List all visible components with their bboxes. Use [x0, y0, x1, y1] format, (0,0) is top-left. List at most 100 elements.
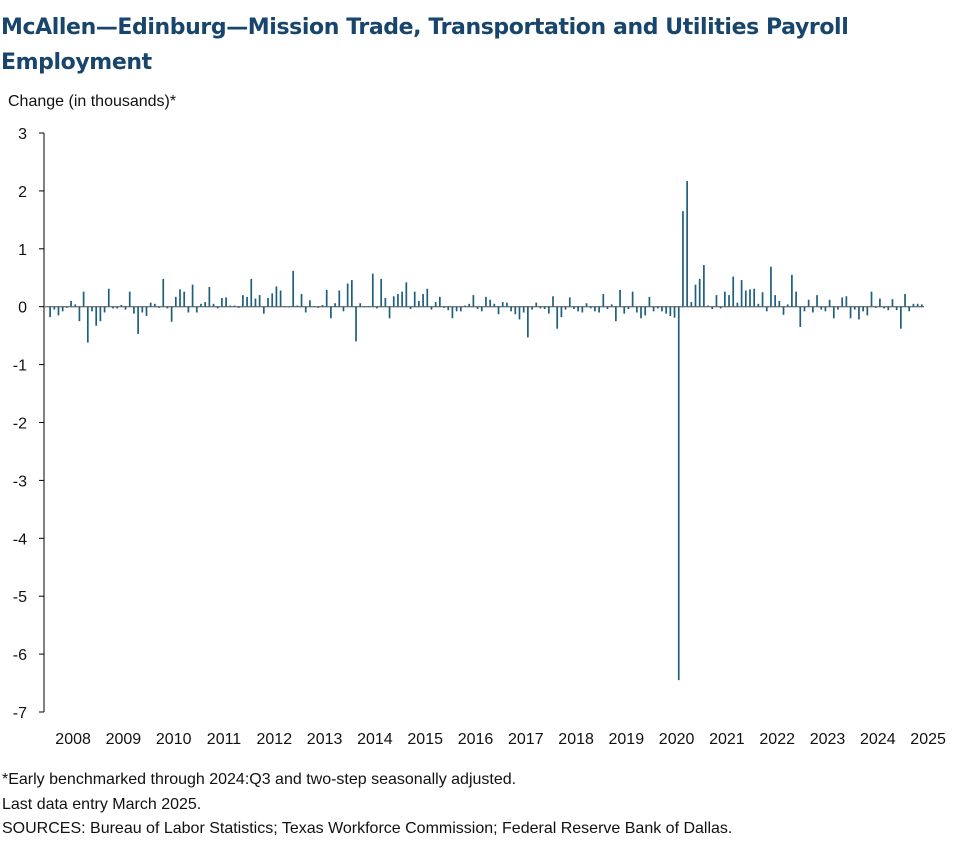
bar [774, 295, 776, 307]
x-tick-label: 2021 [709, 731, 745, 748]
bar [832, 306, 835, 319]
x-tick-label: 2017 [508, 731, 544, 748]
bar [883, 306, 885, 309]
bar [53, 306, 56, 310]
bar [103, 306, 106, 313]
bar [849, 306, 852, 319]
y-tick-label: -7 [13, 705, 27, 722]
bar [673, 306, 676, 318]
bar [292, 270, 295, 307]
bar [162, 278, 165, 307]
y-tick-label: 3 [18, 126, 27, 143]
bar [510, 306, 512, 312]
bar [242, 295, 244, 307]
bar [577, 306, 579, 312]
bar [254, 298, 257, 307]
bar [405, 282, 408, 307]
bar [70, 300, 72, 307]
bar [552, 296, 554, 307]
bar [221, 298, 223, 307]
bar [371, 273, 374, 307]
bar [690, 302, 693, 307]
bar [346, 283, 349, 307]
bar [795, 291, 797, 307]
y-axis-ticks: 3 2 1 0 -1 -2 -3 -4 -5 -6 -7 [13, 126, 44, 722]
x-tick-label: 2024 [860, 731, 896, 748]
bar [791, 274, 793, 307]
bar [799, 306, 802, 327]
bar [858, 306, 860, 320]
x-tick-label: 2020 [659, 731, 695, 748]
bar [342, 306, 345, 312]
bar [313, 306, 315, 307]
bar [195, 306, 198, 313]
bar [497, 306, 500, 315]
bar [853, 306, 856, 310]
bar [874, 306, 877, 308]
bar [518, 306, 521, 320]
bar [606, 306, 609, 310]
bar [355, 306, 357, 342]
bar [656, 306, 659, 309]
bar [78, 306, 81, 322]
bar [183, 291, 186, 307]
bar [803, 306, 806, 312]
bar [506, 302, 508, 307]
bar [61, 306, 64, 312]
bar [891, 299, 894, 307]
bar [141, 306, 144, 313]
bar [426, 288, 429, 307]
y-tick-label: 2 [18, 184, 27, 201]
bar [728, 295, 730, 307]
bar [556, 306, 559, 329]
bar [91, 306, 93, 312]
bar [866, 306, 869, 316]
bar [250, 278, 253, 307]
bar [418, 300, 420, 307]
bar [539, 306, 542, 309]
bar [229, 305, 232, 307]
bar [916, 303, 919, 307]
footnote-sources: SOURCES: Bureau of Labor Statistics; Tex… [2, 820, 733, 837]
bar [644, 306, 647, 316]
bar [816, 295, 818, 307]
chart-title: McAllen—Edinburg—Mission Trade, Transpor… [1, 15, 849, 75]
bar [216, 306, 219, 309]
bar [49, 306, 51, 318]
y-tick-label: -2 [13, 416, 27, 433]
bar [447, 306, 450, 311]
bar [778, 300, 781, 307]
bar [409, 306, 412, 310]
bar [174, 296, 177, 307]
bar [723, 291, 726, 307]
bar [107, 288, 110, 307]
bar [610, 304, 613, 307]
x-tick-label: 2013 [307, 731, 343, 748]
y-tick-label: -3 [13, 473, 27, 490]
bar [598, 306, 600, 313]
bar [128, 291, 131, 307]
bar [304, 306, 307, 313]
bar [527, 306, 529, 338]
bar [225, 297, 227, 307]
bar [627, 306, 630, 310]
bar [430, 306, 433, 310]
x-tick-label: 2011 [207, 731, 242, 748]
bar [154, 303, 156, 307]
bar [602, 293, 605, 307]
bar [845, 296, 848, 307]
x-tick-label: 2019 [609, 731, 645, 748]
bar [535, 302, 538, 307]
y-tick-label: -4 [13, 531, 27, 548]
x-tick-label: 2023 [810, 731, 846, 748]
bar [619, 289, 621, 307]
x-tick-label: 2018 [558, 731, 594, 748]
bar [388, 306, 391, 319]
bar [711, 306, 714, 310]
bar [137, 306, 139, 334]
bar [732, 276, 735, 307]
bar [330, 306, 332, 319]
y-axis-label: Change (in thousands)* [8, 93, 176, 110]
x-tick-label: 2010 [156, 731, 192, 748]
bar [585, 303, 588, 307]
